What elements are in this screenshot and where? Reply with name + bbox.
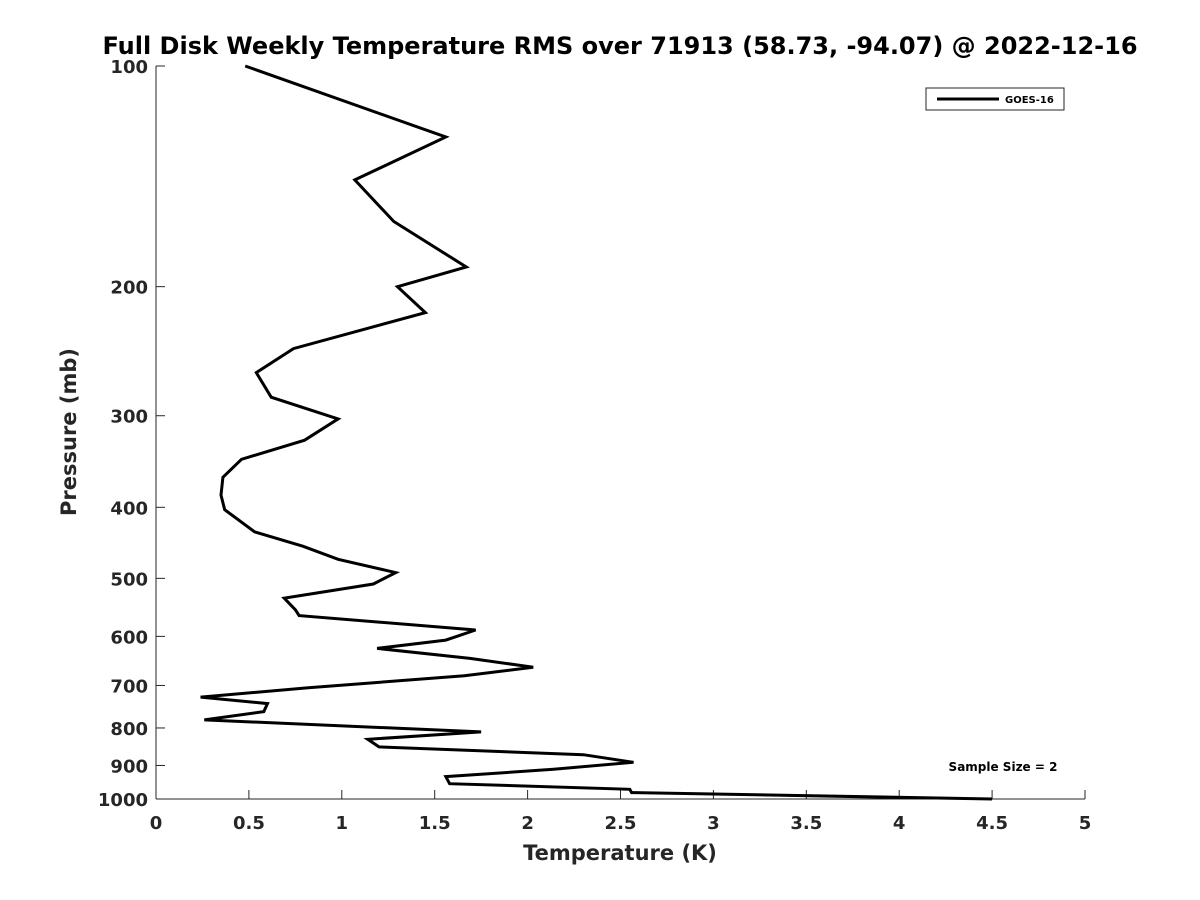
x-tick-label: 4 <box>893 813 906 834</box>
x-tick-label: 0.5 <box>233 813 265 834</box>
x-tick-label: 0 <box>150 813 163 834</box>
x-tick-label: 1.5 <box>419 813 451 834</box>
y-tick-label: 800 <box>110 719 148 740</box>
y-tick-label: 1000 <box>98 790 148 811</box>
y-tick-label: 100 <box>110 57 148 78</box>
chart-title: Full Disk Weekly Temperature RMS over 71… <box>102 32 1137 60</box>
y-tick-label: 700 <box>110 676 148 697</box>
x-tick-label: 1 <box>336 813 349 834</box>
x-tick-label: 5 <box>1079 813 1092 834</box>
y-tick-label: 300 <box>110 407 148 428</box>
legend: GOES-16 <box>925 87 1065 111</box>
x-tick-label: 2.5 <box>605 813 637 834</box>
x-axis-ticks: 0 0.5 1 1.5 2 2.5 3 3.5 4 4.5 5 <box>150 790 1092 834</box>
y-tick-label: 400 <box>110 498 148 519</box>
x-tick-label: 4.5 <box>976 813 1008 834</box>
y-tick-label: 900 <box>110 756 148 777</box>
y-axis-label: Pressure (mb) <box>57 348 81 516</box>
sample-size-annotation: Sample Size = 2 <box>949 760 1058 774</box>
y-tick-label: 600 <box>110 627 148 648</box>
y-tick-label: 200 <box>110 278 148 299</box>
series-layer <box>200 64 993 801</box>
x-tick-label: 2 <box>521 813 534 834</box>
plot-area: 0 0.5 1 1.5 2 2.5 3 3.5 4 4.5 5 100 200 300 400 500 600… <box>98 57 1091 834</box>
y-tick-label: 500 <box>110 569 148 590</box>
series-line-goes-16 <box>200 64 993 801</box>
legend-label-goes-16: GOES-16 <box>1005 95 1054 106</box>
x-axis-label: Temperature (K) <box>523 841 717 865</box>
x-tick-label: 3.5 <box>790 813 822 834</box>
x-tick-label: 3 <box>707 813 720 834</box>
y-axis-ticks: 100 200 300 400 500 600 700 800 900 1000 <box>98 57 165 811</box>
